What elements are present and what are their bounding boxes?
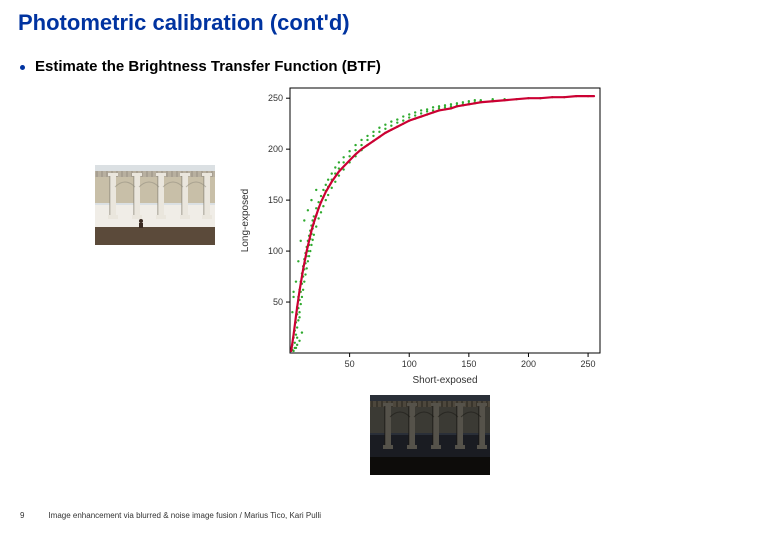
svg-text:150: 150	[461, 359, 476, 369]
svg-text:250: 250	[268, 93, 283, 103]
footer-caption: Image enhancement via blurred & noise im…	[48, 511, 321, 520]
footer: 9 Image enhancement via blurred & noise …	[20, 511, 321, 520]
svg-text:50: 50	[345, 359, 355, 369]
slide-title: Photometric calibration (cont'd)	[18, 10, 350, 36]
svg-text:200: 200	[268, 144, 283, 154]
svg-text:Long-exposed: Long-exposed	[240, 189, 251, 252]
svg-text:150: 150	[268, 195, 283, 205]
bullet-row: Estimate the Brightness Transfer Functio…	[20, 58, 381, 75]
thumb-left-svg	[95, 165, 215, 245]
svg-text:200: 200	[521, 359, 536, 369]
btf-chart: 50 100 150 200 250 50 100 150 200 250 Short-expose…	[230, 80, 610, 390]
svg-text:100: 100	[268, 246, 283, 256]
svg-text:250: 250	[581, 359, 596, 369]
page-number: 9	[20, 511, 24, 520]
bullet-text: Estimate the Brightness Transfer Functio…	[35, 58, 381, 75]
chart-svg: 50 100 150 200 250 50 100 150 200 250 Short-expose…	[230, 80, 610, 390]
svg-text:Short-exposed: Short-exposed	[412, 375, 477, 386]
svg-text:100: 100	[402, 359, 417, 369]
short-exposed-thumb	[370, 395, 490, 475]
slide: Photometric calibration (cont'd) Estimat…	[0, 0, 780, 540]
thumb-bottom-svg	[370, 395, 490, 475]
svg-text:50: 50	[273, 297, 283, 307]
bullet-dot-icon	[20, 65, 25, 70]
long-exposed-thumb	[95, 165, 215, 245]
